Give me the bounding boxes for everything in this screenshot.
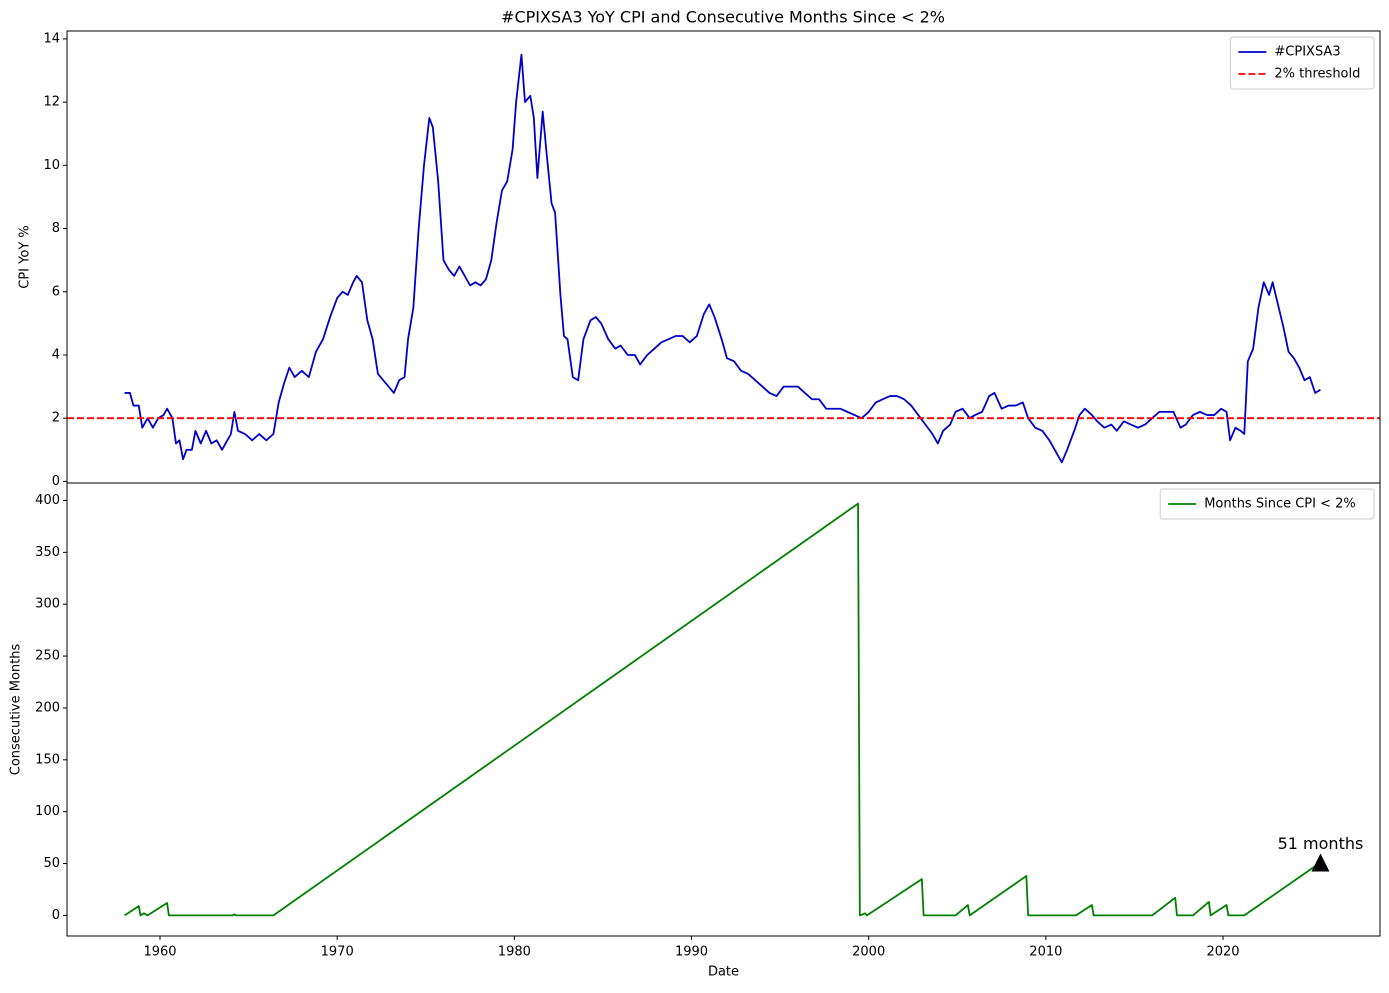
y-tick-label: 12 (43, 95, 60, 110)
x-tick-label: 1960 (143, 945, 176, 960)
y-tick-label: 0 (52, 908, 60, 923)
y-tick-label: 250 (35, 649, 60, 664)
legend-label: 2% threshold (1274, 67, 1360, 82)
y-tick-label: 100 (35, 804, 60, 819)
y-tick-label: 6 (52, 284, 60, 299)
axes-frame (66, 482, 1381, 937)
annotation-marker (1311, 853, 1330, 872)
y-tick-label: 400 (35, 493, 60, 508)
y-tick-label: 0 (52, 474, 60, 489)
x-tick-label: 1980 (498, 945, 531, 960)
legend-box (1229, 36, 1375, 90)
x-tick-label: 2020 (1206, 945, 1239, 960)
y-tick-label: 4 (52, 347, 60, 362)
legend-box (1159, 488, 1375, 520)
y-tick-label: 8 (52, 221, 60, 236)
chart-title: #CPIXSA3 YoY CPI and Consecutive Months … (501, 8, 945, 27)
legend-label: #CPIXSA3 (1274, 45, 1340, 60)
x-tick-label: 1970 (321, 945, 354, 960)
x-tick-label: 2010 (1029, 945, 1062, 960)
annotation-text: 51 months (1278, 834, 1364, 853)
y-axis-label: Consecutive Months (9, 644, 24, 776)
x-tick-label: 1990 (675, 945, 708, 960)
y-tick-label: 200 (35, 700, 60, 715)
x-axis-label: Date (708, 965, 739, 980)
y-tick-label: 50 (43, 856, 60, 871)
data-line (124, 53, 1321, 464)
y-tick-label: 14 (43, 31, 60, 46)
data-line (124, 502, 1321, 917)
x-tick-label: 2000 (852, 945, 885, 960)
y-tick-label: 300 (35, 597, 60, 612)
y-tick-label: 10 (43, 158, 60, 173)
y-tick-label: 350 (35, 545, 60, 560)
y-tick-label: 2 (52, 411, 60, 426)
legend-label: Months Since CPI < 2% (1204, 497, 1356, 512)
y-tick-label: 150 (35, 752, 60, 767)
y-axis-label: CPI YoY % (18, 225, 33, 288)
